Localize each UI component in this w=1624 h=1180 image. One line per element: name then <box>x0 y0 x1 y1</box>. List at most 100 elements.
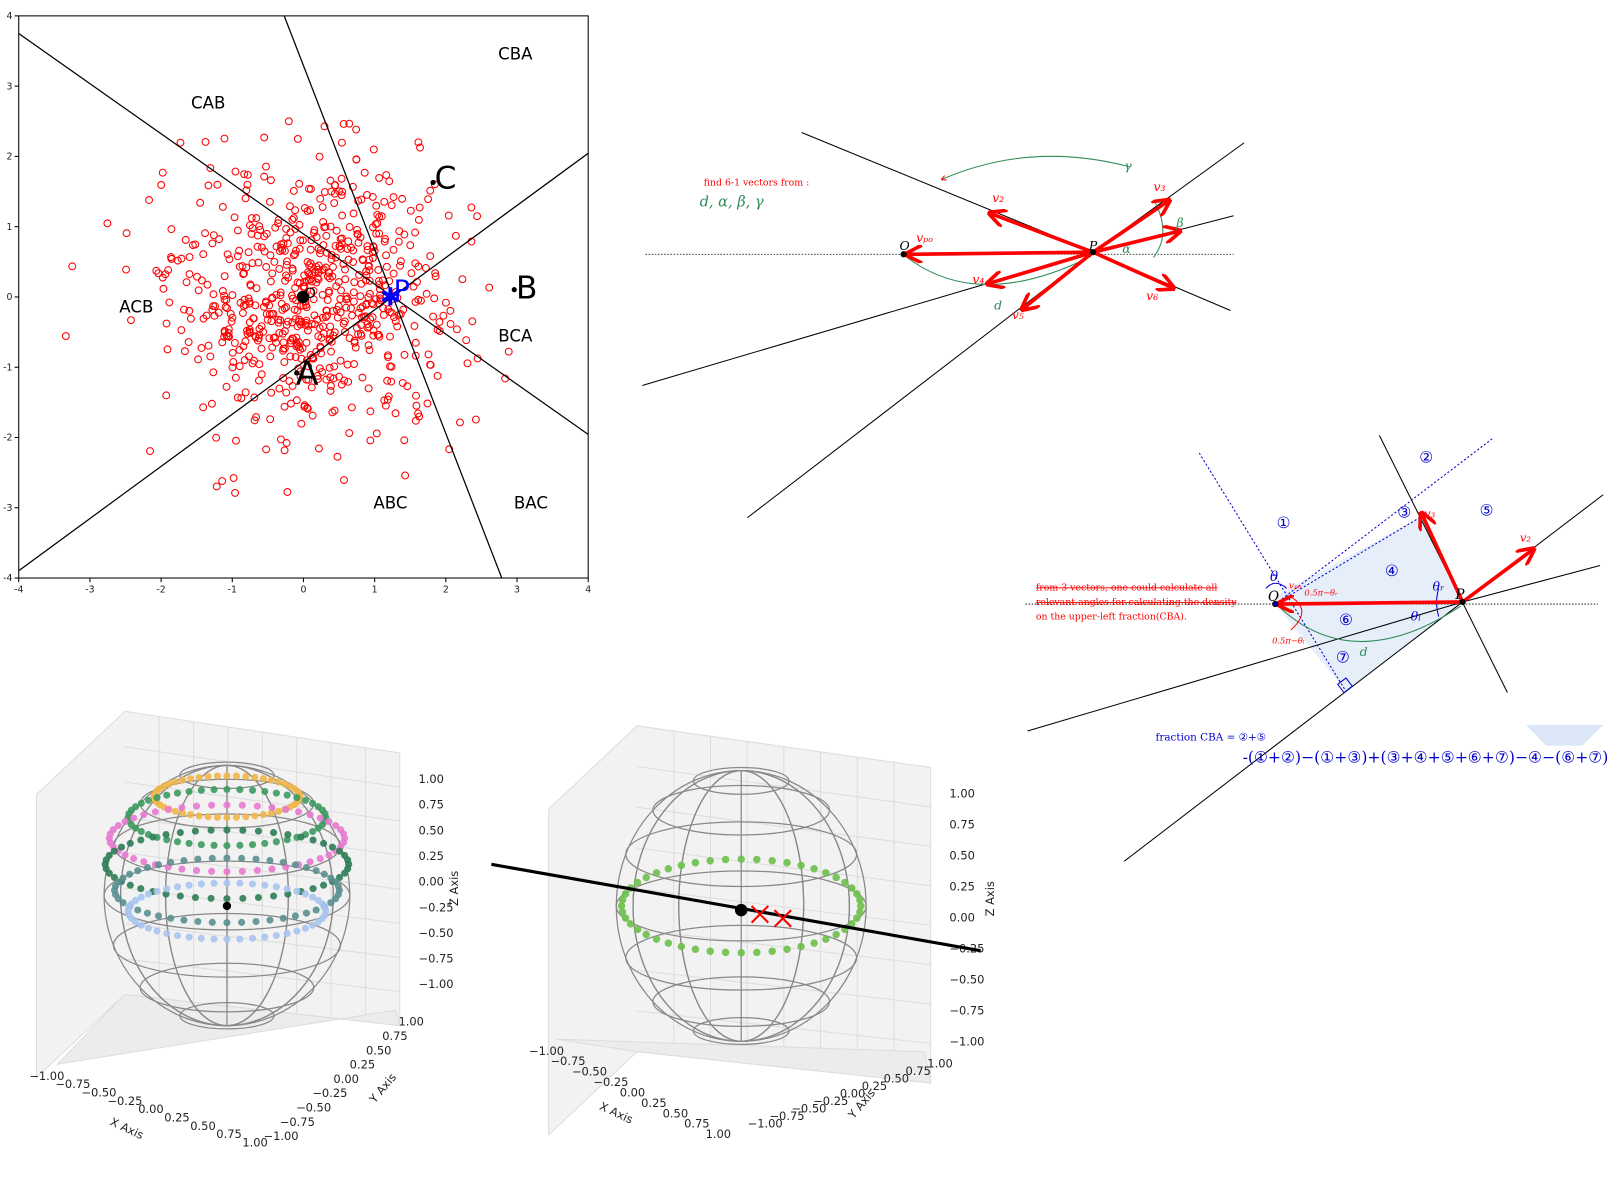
sample-point <box>241 337 250 346</box>
sample-point <box>320 122 329 131</box>
sample-point <box>244 248 253 257</box>
sample-point <box>194 355 203 364</box>
sample-point <box>336 235 345 244</box>
sample-point <box>325 363 334 372</box>
sample-point <box>209 231 218 240</box>
sample-point <box>330 181 339 190</box>
sample-point <box>382 262 391 271</box>
sample-dot <box>154 861 163 869</box>
theta-arc <box>1265 582 1288 589</box>
sample-dot <box>204 813 212 821</box>
sample-dot <box>210 786 218 794</box>
sample-point <box>370 247 379 256</box>
sample-dot <box>316 814 324 822</box>
sample-dot <box>178 803 186 812</box>
region-number: ① <box>1277 514 1291 532</box>
boundary-line <box>1123 601 1463 862</box>
point-label: P <box>394 275 410 306</box>
sample-point <box>239 342 248 351</box>
sample-point <box>296 236 305 245</box>
sample-point <box>299 282 308 291</box>
sample-point <box>318 313 327 322</box>
sample-point <box>369 326 378 335</box>
sample-point <box>337 380 346 389</box>
sample-point <box>412 401 421 410</box>
sample-point <box>441 298 450 307</box>
sample-dot <box>249 880 257 888</box>
right-angle <box>1336 677 1354 694</box>
guide-line <box>1198 452 1347 692</box>
sample-point <box>309 295 318 304</box>
sample-point <box>424 350 433 359</box>
label: v₄ <box>972 271 984 286</box>
sample-dot <box>144 796 153 804</box>
point-p <box>1459 598 1466 606</box>
sample-point <box>375 173 384 182</box>
point-o <box>900 251 907 258</box>
sample-dot <box>119 874 127 882</box>
sample-dot <box>167 914 175 922</box>
sample-point <box>266 176 275 185</box>
sample-point <box>316 249 325 258</box>
sample-point <box>337 286 345 295</box>
sample-point <box>231 373 240 382</box>
x-axis-label: X Axis <box>108 1115 146 1143</box>
x-tick-label: 0.75 <box>684 1117 709 1131</box>
sample-point <box>228 313 237 322</box>
sample-point <box>327 255 336 264</box>
sample-dot <box>121 851 129 859</box>
sample-point <box>292 396 301 405</box>
sample-dot <box>253 802 261 810</box>
sample-dot <box>238 918 246 926</box>
sample-dot <box>176 892 184 900</box>
sample-point <box>282 303 291 312</box>
sample-point <box>215 235 224 244</box>
sample-point <box>444 211 453 220</box>
sample-point <box>416 143 424 152</box>
sample-dot <box>151 808 159 816</box>
y-tick-label: -4 <box>3 573 12 584</box>
sample-point <box>260 172 269 181</box>
sample-point <box>209 368 218 377</box>
sample-dot <box>223 868 231 876</box>
sample-dot <box>320 839 328 847</box>
label: θₗ <box>1411 609 1422 624</box>
sample-dot <box>153 794 161 802</box>
sample-dot <box>314 918 322 926</box>
sample-point <box>309 286 318 295</box>
region-label: CBA <box>498 45 533 64</box>
fraction-panel: from 3 vectors, one could calculate all r… <box>1025 435 1608 862</box>
sample-point <box>300 271 309 280</box>
z-axis-label: Z Axis <box>983 881 997 916</box>
sample-dot <box>232 772 240 780</box>
boundary-line <box>283 15 503 579</box>
sample-point <box>333 452 342 461</box>
point-label: C <box>435 160 457 196</box>
sample-dot <box>171 778 179 786</box>
sample-point <box>322 375 331 384</box>
boundary-line <box>18 152 589 572</box>
label: θ <box>1270 569 1278 585</box>
sample-point <box>182 278 191 287</box>
sample-point <box>345 429 354 437</box>
sample-dot <box>238 854 246 862</box>
sample-point <box>197 344 206 352</box>
sample-point <box>391 317 400 326</box>
sample-dot <box>325 818 333 826</box>
sample-point <box>289 214 298 222</box>
pane-grid <box>637 1010 931 1045</box>
sample-point <box>266 251 275 260</box>
sample-point <box>283 488 292 496</box>
sample-point <box>345 119 354 128</box>
sample-point <box>451 231 460 240</box>
sample-point <box>330 362 339 371</box>
x-axis-label: X Axis <box>597 1099 635 1127</box>
sample-dot <box>186 775 195 783</box>
sample-point <box>122 265 131 274</box>
sample-point <box>322 231 331 240</box>
sample-point <box>280 358 289 366</box>
sample-point <box>250 393 259 402</box>
sample-point <box>387 377 396 386</box>
region-number: ⑥ <box>1339 611 1353 629</box>
y-tick-label: 2 <box>7 152 13 163</box>
